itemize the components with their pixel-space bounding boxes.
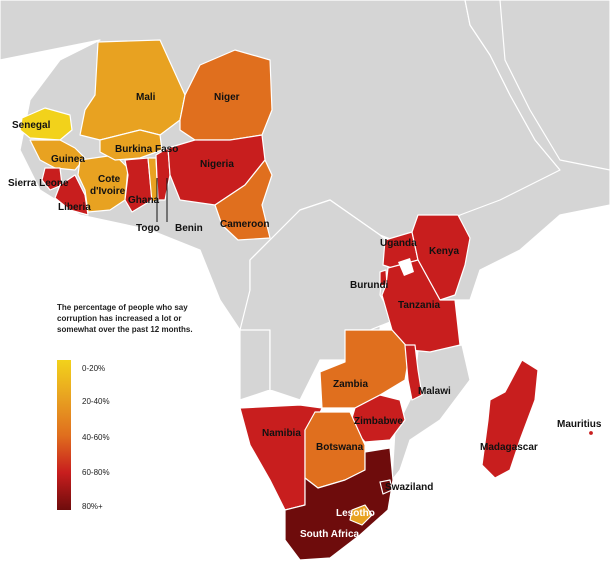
legend-tick-4: 80%+	[82, 502, 103, 511]
data-countries	[19, 39, 595, 561]
label-kenya: Kenya	[429, 246, 459, 257]
label-madagascar: Madagascar	[480, 442, 538, 453]
label-swaziland: Swaziland	[385, 482, 433, 493]
country-kenya	[411, 214, 471, 301]
label-tanzania: Tanzania	[398, 300, 440, 311]
label-cote-divoire-line2: d'Ivoire	[90, 186, 126, 197]
country-tanzania	[381, 259, 461, 353]
legend-tick-2: 40-60%	[82, 433, 110, 442]
label-niger: Niger	[214, 92, 240, 103]
label-togo: Togo	[136, 223, 160, 234]
label-malawi: Malawi	[418, 386, 451, 397]
label-uganda: Uganda	[380, 238, 417, 249]
label-mauritius: Mauritius	[557, 419, 602, 430]
legend-color-bar	[57, 360, 71, 510]
country-senegal	[19, 107, 73, 141]
label-cameroon: Cameroon	[220, 219, 269, 230]
country-labels: Mali Niger Senegal Guinea Burkina Faso C…	[8, 92, 602, 540]
country-sierra-leone	[41, 167, 63, 191]
legend-tick-3: 60-80%	[82, 468, 110, 477]
label-cote-divoire-line1: Cote	[98, 174, 121, 185]
label-south-africa: South Africa	[300, 529, 360, 540]
country-burkina-faso	[99, 129, 163, 161]
label-sierra-leone: Sierra Leone	[8, 178, 69, 189]
label-zambia: Zambia	[333, 379, 368, 390]
country-swaziland	[379, 479, 393, 495]
label-nigeria: Nigeria	[200, 159, 234, 170]
legend-tick-1: 20-40%	[82, 397, 110, 406]
country-cameroon	[214, 159, 273, 241]
label-zimbabwe: Zimbabwe	[354, 416, 403, 427]
country-mauritius	[587, 429, 595, 437]
lake-victoria	[398, 258, 414, 276]
legend-tick-0: 0-20%	[82, 364, 106, 373]
label-burundi: Burundi	[350, 280, 389, 291]
country-madagascar	[481, 359, 539, 479]
land-arabia	[499, 0, 610, 171]
leader-lines	[156, 178, 168, 222]
legend-title: The percentage of people who say corrupt…	[57, 303, 193, 334]
country-malawi	[404, 344, 423, 401]
country-liberia	[54, 174, 89, 216]
label-guinea: Guinea	[51, 154, 85, 165]
label-mali: Mali	[136, 92, 156, 103]
label-botswana: Botswana	[316, 442, 364, 453]
label-senegal: Senegal	[12, 120, 51, 131]
label-liberia: Liberia	[58, 202, 91, 213]
label-benin: Benin	[175, 223, 203, 234]
label-namibia: Namibia	[262, 428, 301, 439]
country-lesotho	[349, 504, 373, 526]
label-ghana: Ghana	[128, 195, 160, 206]
label-burkina-faso: Burkina Faso	[115, 144, 178, 155]
label-lesotho: Lesotho	[336, 508, 375, 519]
country-south-africa	[284, 447, 394, 561]
